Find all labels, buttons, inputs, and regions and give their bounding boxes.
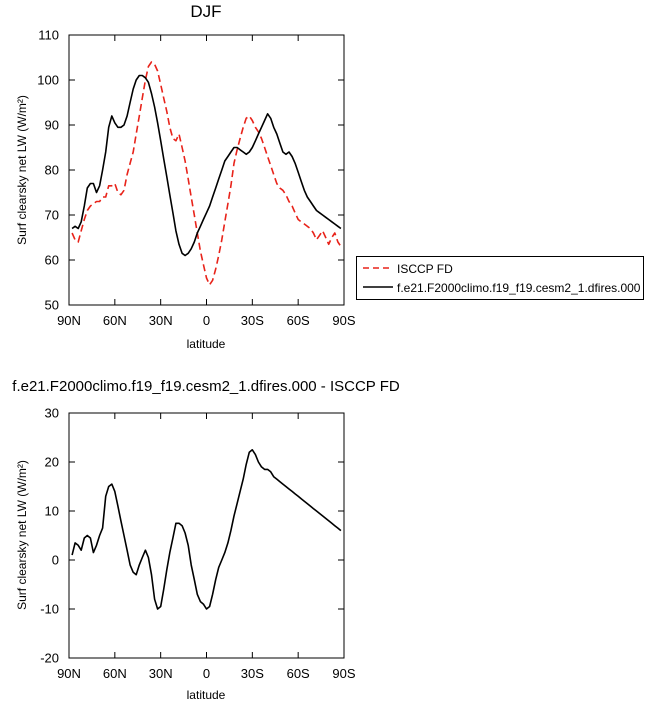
x-tick-label: 90S [332, 666, 355, 681]
x-axis-label: latitude [187, 688, 226, 702]
y-tick-label: 80 [45, 163, 59, 178]
legend-label: ISCCP FD [397, 262, 453, 276]
panel-top: DJF 90N 60N 30N 0 30S 60S 90S 50 60 70 80 90 100 110… [15, 2, 356, 351]
series-line [71, 74, 342, 257]
series-group [71, 61, 342, 286]
x-tick-label: 90S [332, 313, 355, 328]
legend-entry: ISCCP FD [357, 259, 643, 279]
plot-frame [68, 34, 345, 306]
legend-entry: f.e21.F2000climo.f19_f19.cesm2_1.dfires.… [357, 278, 643, 298]
x-tick-label: 60S [287, 313, 310, 328]
series-line [71, 448, 342, 610]
y-tick-label: 110 [38, 28, 59, 43]
x-axis-ticks: 90N 60N 30N 0 30S 60S 90S [57, 413, 356, 681]
y-tick-label: 60 [45, 253, 59, 268]
y-axis-label: Surf clearsky net LW (W/m²) [15, 95, 29, 245]
y-tick-label: -20 [40, 651, 59, 666]
y-tick-label: 20 [45, 455, 59, 470]
y-axis-ticks: -20 -10 0 10 20 30 [40, 406, 344, 666]
y-axis-ticks: 50 60 70 80 90 100 110 [37, 28, 344, 313]
x-tick-label: 30N [149, 666, 173, 681]
x-tick-label: 60N [103, 666, 127, 681]
plot-frame [68, 412, 345, 659]
x-tick-label: 0 [203, 313, 210, 328]
y-tick-label: 90 [45, 118, 59, 133]
panel-bottom: f.e21.F2000climo.f19_f19.cesm2_1.dfires.… [12, 378, 400, 702]
y-tick-label: 30 [45, 406, 59, 421]
legend-label: f.e21.F2000climo.f19_f19.cesm2_1.dfires.… [397, 281, 641, 295]
x-axis-label: latitude [187, 337, 226, 351]
x-tick-label: 90N [57, 313, 81, 328]
y-tick-label: 100 [37, 73, 59, 88]
series-group [71, 448, 342, 610]
chart-title: DJF [190, 2, 221, 21]
legend: ISCCP FD f.e21.F2000climo.f19_f19.cesm2_… [356, 256, 644, 300]
x-tick-label: 0 [203, 666, 210, 681]
legend-swatch-solid-black [363, 286, 393, 288]
x-tick-label: 60N [103, 313, 127, 328]
x-tick-label: 30S [241, 313, 264, 328]
y-axis-label: Surf clearsky net LW (W/m²) [15, 460, 29, 610]
chart-title: f.e21.F2000climo.f19_f19.cesm2_1.dfires.… [12, 378, 400, 395]
y-tick-label: 10 [45, 504, 59, 519]
x-tick-label: 60S [287, 666, 310, 681]
y-tick-label: -10 [40, 602, 59, 617]
series-line [71, 61, 342, 286]
x-axis-ticks: 90N 60N 30N 0 30S 60S 90S [57, 35, 356, 328]
legend-swatch-dashed-red [363, 267, 393, 269]
x-tick-label: 30N [149, 313, 173, 328]
x-tick-label: 90N [57, 666, 81, 681]
y-tick-label: 0 [52, 553, 59, 568]
y-tick-label: 70 [45, 208, 59, 223]
y-tick-label: 50 [45, 298, 59, 313]
x-tick-label: 30S [241, 666, 264, 681]
